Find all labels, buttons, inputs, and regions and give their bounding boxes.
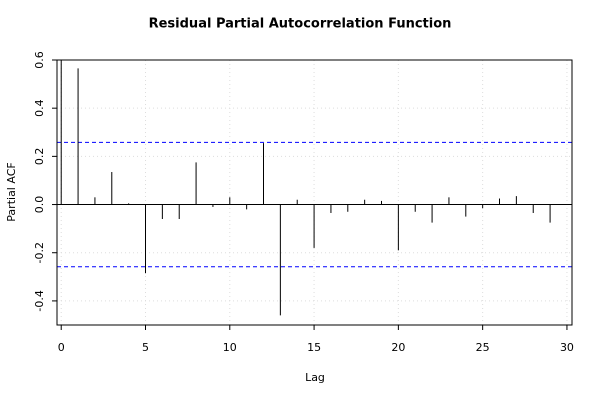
chart-title: Residual Partial Autocorrelation Functio… [149, 17, 452, 32]
y-tick-label: -0.4 [33, 290, 46, 311]
y-tick-label: 0.2 [33, 148, 46, 166]
x-axis-label: Lag [305, 371, 325, 384]
x-tick-label: 10 [223, 341, 237, 354]
x-tick-label: 25 [476, 341, 490, 354]
x-tick-label: 20 [391, 341, 405, 354]
y-tick-label: 0.4 [33, 99, 46, 117]
y-axis-label: Partial ACF [5, 162, 18, 221]
plot-area [57, 60, 572, 325]
x-tick-label: 30 [560, 341, 574, 354]
y-tick-label: 0.6 [33, 51, 46, 69]
x-tick-label: 0 [58, 341, 65, 354]
y-tick-label: 0.0 [33, 196, 46, 214]
y-tick-label: -0.2 [33, 242, 46, 263]
x-tick-label: 5 [142, 341, 149, 354]
x-tick-label: 15 [307, 341, 321, 354]
